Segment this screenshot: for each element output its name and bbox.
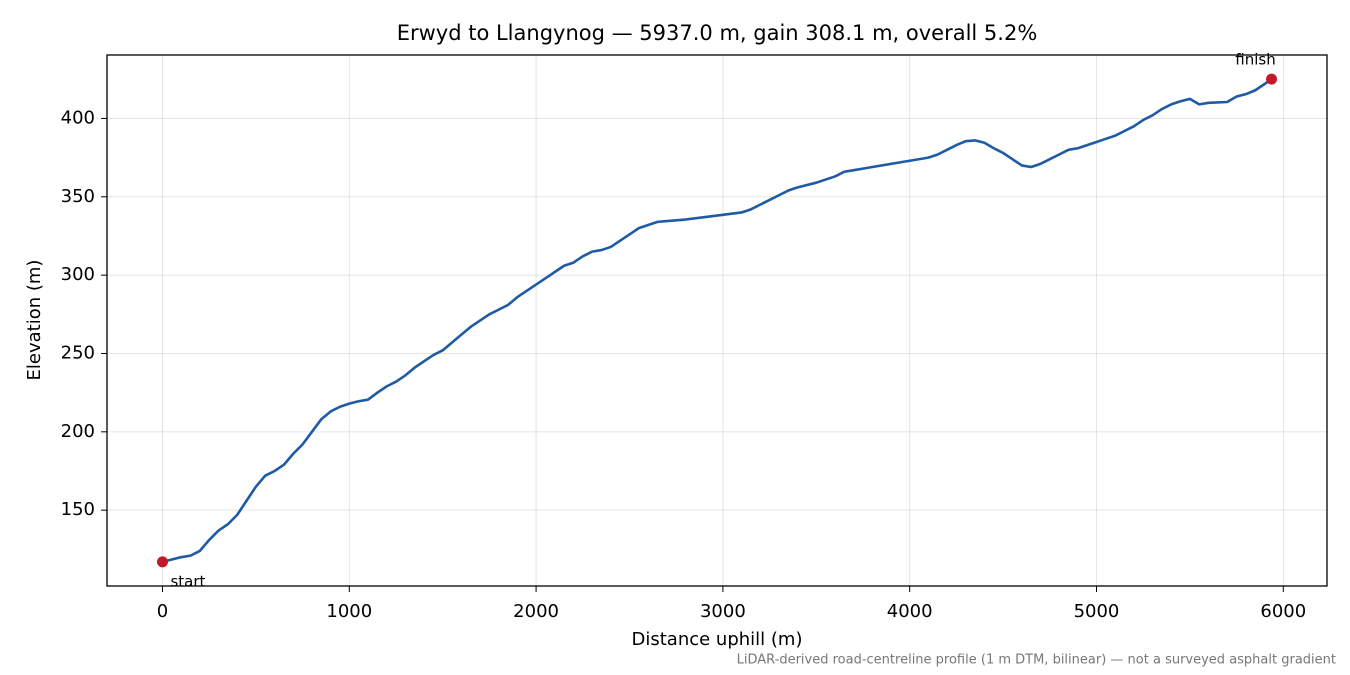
x-tick-label: 1000 bbox=[326, 601, 372, 622]
footnote: LiDAR-derived road-centreline profile (1… bbox=[737, 653, 1336, 668]
chart-title: Erwyd to Llangynog — 5937.0 m, gain 308.… bbox=[397, 21, 1038, 45]
x-axis-label: Distance uphill (m) bbox=[632, 629, 803, 650]
y-tick-label: 150 bbox=[61, 499, 95, 520]
x-tick-label: 2000 bbox=[513, 601, 559, 622]
annotation: start bbox=[170, 572, 205, 590]
x-tick-label: 5000 bbox=[1074, 601, 1120, 622]
y-axis-label: Elevation (m) bbox=[24, 260, 45, 381]
y-tick-label: 250 bbox=[61, 342, 95, 363]
x-tick-label: 4000 bbox=[887, 601, 933, 622]
y-tick-label: 200 bbox=[61, 421, 95, 442]
y-tick-label: 300 bbox=[61, 264, 95, 285]
x-tick-label: 6000 bbox=[1260, 601, 1306, 622]
endpoint-marker bbox=[1266, 73, 1278, 85]
plot-frame bbox=[106, 54, 1328, 587]
elevation-line bbox=[162, 78, 1273, 564]
annotation: finish bbox=[1235, 51, 1275, 69]
x-tick-label: 0 bbox=[157, 601, 168, 622]
endpoint-marker bbox=[156, 556, 168, 568]
y-tick-label: 350 bbox=[61, 186, 95, 207]
y-tick-label: 400 bbox=[61, 107, 95, 128]
x-tick-label: 3000 bbox=[700, 601, 746, 622]
